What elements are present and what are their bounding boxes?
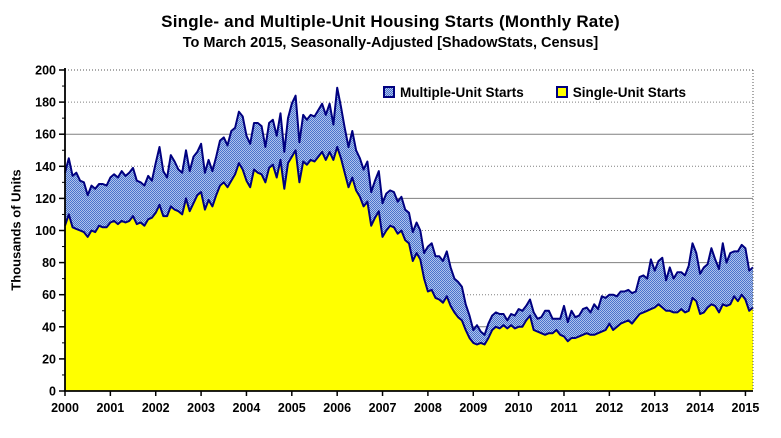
- x-tick-label: 2001: [96, 401, 124, 415]
- x-tick-label: 2009: [459, 401, 487, 415]
- x-tick-label: 2013: [641, 401, 669, 415]
- y-tick-label: 120: [35, 192, 56, 206]
- chart-title: Single- and Multiple-Unit Housing Starts…: [161, 12, 620, 31]
- legend-item-multiple: Multiple-Unit Starts: [383, 85, 524, 100]
- single-swatch-rect: [555, 86, 568, 98]
- legend: Multiple-Unit Starts Single-Unit Starts: [383, 84, 686, 100]
- legend-item-single: Single-Unit Starts: [555, 84, 687, 100]
- x-tick-label: 2008: [414, 401, 442, 415]
- multiple-unit-edge-line: [64, 86, 754, 336]
- x-tick-label: 2012: [595, 401, 623, 415]
- x-tick-label: 2006: [323, 401, 351, 415]
- y-tick-label: 160: [35, 128, 56, 142]
- single-unit-edge-line: [64, 146, 754, 346]
- single-unit-swatch-icon: [555, 86, 568, 98]
- y-tick-label: 100: [35, 224, 56, 238]
- x-tick-label: 2010: [505, 401, 533, 415]
- legend-label-multiple: Multiple-Unit Starts: [400, 84, 524, 100]
- chart-subtitle: To March 2015, Seasonally-Adjusted [Shad…: [182, 35, 599, 51]
- y-tick-label: 0: [49, 385, 56, 399]
- x-tick-label: 2014: [686, 401, 714, 415]
- x-tick-label: 2011: [550, 401, 577, 415]
- y-tick-label: 40: [42, 320, 56, 334]
- y-tick-label: 80: [42, 256, 56, 270]
- single-unit-area: [65, 147, 753, 391]
- x-tick-label: 2003: [187, 401, 215, 415]
- x-tick-label: 2007: [369, 401, 397, 415]
- y-tick-label: 140: [35, 160, 56, 174]
- multiple-unit-swatch-icon: [383, 86, 395, 98]
- legend-label-single: Single-Unit Starts: [572, 84, 687, 100]
- x-tick-label: 2004: [233, 401, 261, 415]
- x-tick-label: 2000: [51, 401, 79, 415]
- y-tick-label: 200: [35, 64, 56, 78]
- y-tick-label: 60: [42, 288, 56, 302]
- x-tick-label: 2005: [278, 401, 306, 415]
- y-tick-label: 180: [35, 96, 56, 110]
- y-tick-label: 20: [42, 352, 56, 366]
- x-tick-label: 2015: [732, 401, 760, 415]
- x-tick-label: 2002: [142, 401, 170, 415]
